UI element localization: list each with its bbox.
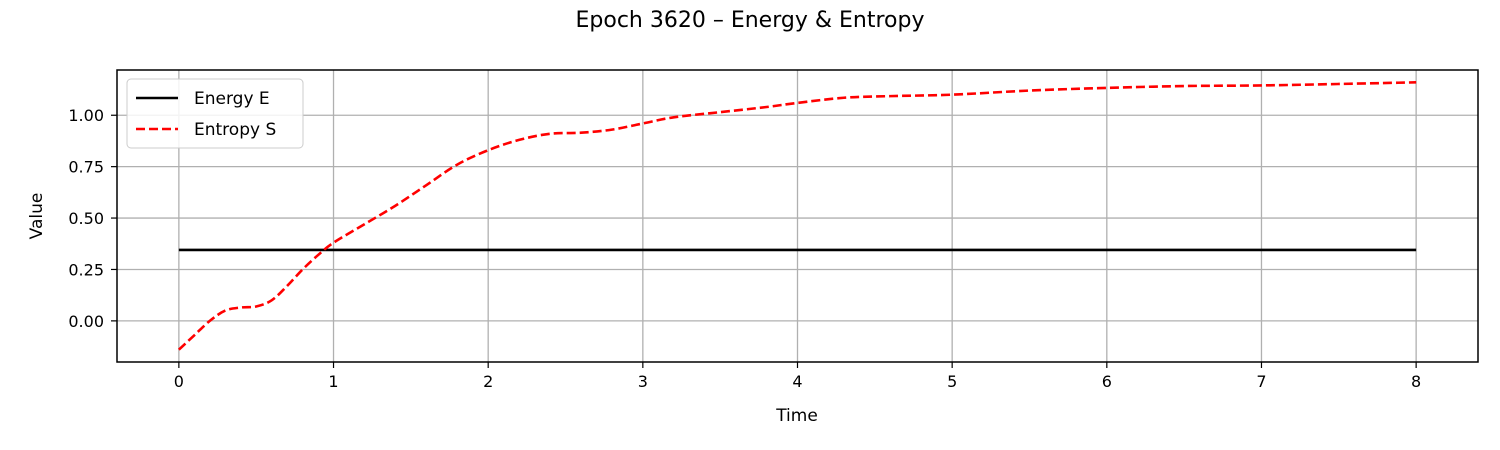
- y-tick-label: 1.00: [68, 106, 104, 125]
- y-axis-label: Value: [27, 193, 47, 240]
- x-tick-label: 3: [638, 372, 648, 391]
- x-tick-label: 0: [174, 372, 184, 391]
- chart-title: Epoch 3620 – Energy & Entropy: [576, 8, 925, 33]
- x-tick-label: 6: [1102, 372, 1112, 391]
- axis-ticks: 0 1 2 3 4 5 6 7 8 0.00 0.25 0.50 0.75 1.00: [68, 106, 1421, 391]
- plot-series: [177, 81, 1417, 351]
- x-tick-label: 2: [483, 372, 493, 391]
- legend-label-entropy-s: Entropy S: [194, 120, 276, 140]
- legend-box: [126, 78, 304, 149]
- legend: Energy E Entropy S: [126, 78, 304, 149]
- grid: [117, 70, 1478, 362]
- y-tick-label: 0.00: [68, 312, 104, 331]
- x-axis-label: Time: [775, 406, 818, 426]
- y-tick-label: 0.75: [68, 158, 104, 177]
- x-tick-label: 4: [792, 372, 802, 391]
- series-line-entropy-s: [177, 81, 1417, 351]
- x-tick-label: 5: [947, 372, 957, 391]
- y-tick-label: 0.50: [68, 209, 104, 228]
- legend-label-energy-e: Energy E: [194, 89, 270, 109]
- y-tick-label: 0.25: [68, 260, 104, 279]
- x-tick-label: 7: [1256, 372, 1266, 391]
- x-tick-label: 1: [328, 372, 338, 391]
- x-tick-label: 8: [1411, 372, 1421, 391]
